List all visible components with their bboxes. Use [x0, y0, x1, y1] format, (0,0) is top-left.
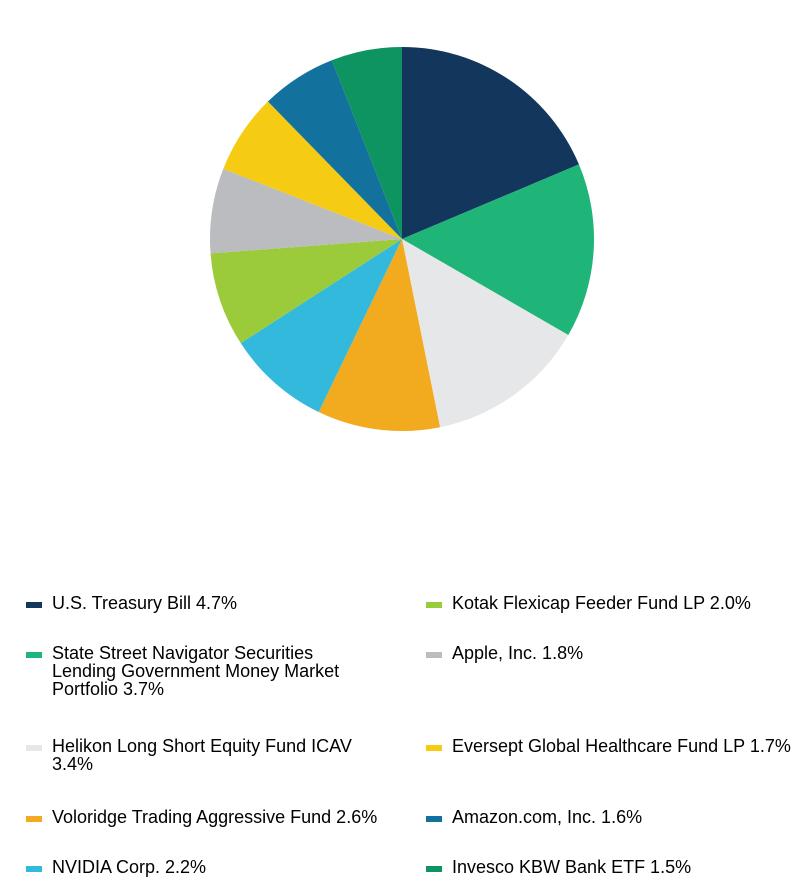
legend-item: Kotak Flexicap Feeder Fund LP 2.0%	[426, 594, 804, 612]
legend-item: State Street Navigator Securities Lending…	[26, 644, 396, 698]
legend-label: Helikon Long Short Equity Fund ICAV 3.4%	[52, 736, 352, 774]
legend-label: Amazon.com, Inc. 1.6%	[452, 807, 643, 827]
legend-label: Kotak Flexicap Feeder Fund LP 2.0%	[452, 593, 751, 613]
legend-swatch	[426, 745, 442, 751]
legend-item: Invesco KBW Bank ETF 1.5%	[426, 858, 804, 876]
legend-label: Apple, Inc. 1.8%	[452, 643, 584, 663]
legend-label: State Street Navigator Securities Lending…	[52, 643, 340, 699]
pie-slice-7	[210, 168, 402, 254]
legend-item: Amazon.com, Inc. 1.6%	[426, 808, 804, 826]
pie-slice-10	[331, 47, 402, 239]
legend-swatch	[426, 816, 442, 822]
legend-item: Voloridge Trading Aggressive Fund 2.6%	[26, 808, 396, 826]
legend-label: U.S. Treasury Bill 4.7%	[52, 593, 238, 613]
legend-swatch	[26, 602, 42, 608]
legend-item: Eversept Global Healthcare Fund LP 1.7%	[426, 737, 804, 755]
pie-slice-2	[402, 164, 594, 335]
pie-slice-3	[402, 239, 569, 428]
pie-chart-area	[210, 47, 594, 431]
pie-slice-9	[267, 60, 402, 239]
pie-slice-8	[223, 101, 402, 239]
legend-swatch	[26, 866, 42, 872]
legend-swatch	[26, 745, 42, 751]
legend-label: Voloridge Trading Aggressive Fund 2.6%	[52, 807, 378, 827]
pie-slice-4	[318, 239, 441, 431]
legend-item: U.S. Treasury Bill 4.7%	[26, 594, 396, 612]
legend-label: NVIDIA Corp. 2.2%	[52, 857, 207, 877]
pie-chart	[210, 47, 594, 431]
legend-label: Invesco KBW Bank ETF 1.5%	[452, 857, 692, 877]
legend-swatch	[426, 866, 442, 872]
legend-item: NVIDIA Corp. 2.2%	[26, 858, 396, 876]
pie-slice-5	[240, 239, 402, 412]
legend-label: Eversept Global Healthcare Fund LP 1.7%	[452, 736, 791, 756]
legend-swatch	[26, 816, 42, 822]
legend-swatch	[26, 652, 42, 658]
legend-item: Apple, Inc. 1.8%	[426, 644, 804, 662]
pie-slice-1	[402, 47, 579, 239]
pie-slice-6	[210, 239, 402, 344]
legend-item: Helikon Long Short Equity Fund ICAV 3.4%	[26, 737, 396, 773]
legend-swatch	[426, 602, 442, 608]
legend-swatch	[426, 652, 442, 658]
